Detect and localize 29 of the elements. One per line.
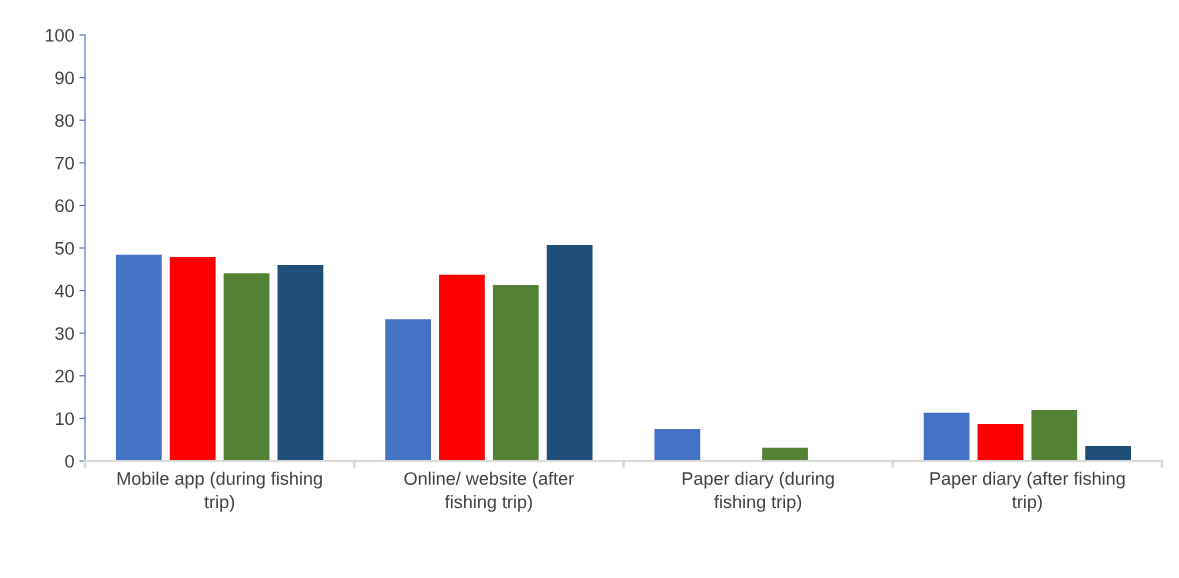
bar xyxy=(1085,446,1132,461)
x-tick-label: Online/ website (after fishing trip) xyxy=(404,471,574,512)
y-tick-label: 50 xyxy=(55,241,74,255)
y-tick-label: 10 xyxy=(55,412,74,426)
bar xyxy=(762,447,808,461)
bar xyxy=(115,254,162,461)
y-tick-label: 90 xyxy=(55,71,74,85)
bar xyxy=(1031,409,1078,461)
y-tick-label: 100 xyxy=(45,28,74,42)
y-tick-label: 60 xyxy=(55,199,74,213)
x-tick-label: Mobile app (during fishing trip) xyxy=(117,471,322,512)
bar xyxy=(385,319,431,461)
y-tick-label: 80 xyxy=(55,114,74,127)
bar xyxy=(977,423,1024,461)
y-tick-label: 70 xyxy=(55,156,74,170)
bar xyxy=(546,245,593,461)
y-tick-label: 0 xyxy=(65,454,74,468)
bar xyxy=(492,285,539,461)
y-tick-label: 30 xyxy=(55,327,74,340)
bar xyxy=(223,273,270,461)
bar xyxy=(923,412,970,461)
y-tick-label: 20 xyxy=(55,369,74,383)
bar xyxy=(277,265,324,461)
x-tick-label: Paper diary (during fishing trip) xyxy=(682,471,834,512)
bar xyxy=(654,429,701,461)
bar xyxy=(169,256,216,461)
y-tick-label: 40 xyxy=(54,284,74,298)
x-tick-label: Paper diary (after fishing trip) xyxy=(930,471,1125,512)
bar xyxy=(439,274,485,461)
